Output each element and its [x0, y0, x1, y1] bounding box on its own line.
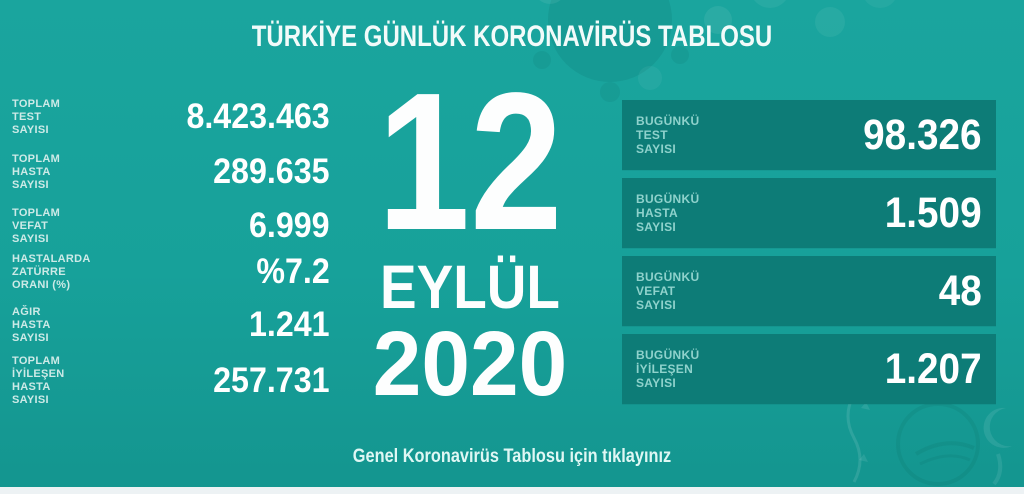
stat-value: 1.241	[249, 305, 330, 344]
page-title: TÜRKİYE GÜNLÜK KORONAVİRÜS TABLOSU	[251, 20, 773, 53]
stat-value: 289.635	[213, 152, 330, 191]
date-month: EYLÜL	[380, 253, 560, 321]
total-stat-row: TOPLAM HASTA SAYISI 289.635	[0, 148, 336, 196]
today-stat-card: BUGÜNKÜ HASTA SAYISI 1.509	[622, 178, 996, 248]
today-stat-card: BUGÜNKÜ TEST SAYISI 98.326	[622, 100, 996, 170]
date-day: 12	[377, 52, 563, 271]
stat-value: 48	[938, 266, 982, 315]
stat-value: 6.999	[249, 206, 330, 245]
stat-value: 8.423.463	[186, 97, 330, 136]
stat-label: BUGÜNKÜ VEFAT SAYISI	[636, 270, 700, 312]
total-stat-row: HASTALARDA ZATÜRRE ORANI (%) %7.2	[0, 248, 336, 296]
total-stat-row: TOPLAM İYİLEŞEN HASTA SAYISI 257.731	[0, 350, 336, 412]
stat-value: 257.731	[213, 361, 330, 400]
stat-label: TOPLAM TEST SAYISI	[12, 97, 61, 136]
today-stat-card: BUGÜNKÜ İYİLEŞEN SAYISI 1.207	[622, 334, 996, 404]
stat-value: 1.509	[885, 188, 982, 237]
stat-label: TOPLAM VEFAT SAYISI	[12, 206, 61, 245]
total-stat-row: TOPLAM TEST SAYISI 8.423.463	[0, 93, 336, 141]
bottom-divider	[0, 487, 1024, 494]
date-block: 12 EYLÜL 2020	[352, 52, 588, 415]
total-stat-row: AĞIR HASTA SAYISI 1.241	[0, 301, 336, 349]
stat-label: BUGÜNKÜ İYİLEŞEN SAYISI	[636, 348, 700, 390]
stat-label: BUGÜNKÜ HASTA SAYISI	[636, 192, 700, 234]
general-table-link[interactable]: Genel Koronavirüs Tablosu için tıklayını…	[352, 446, 672, 467]
stat-value: 98.326	[863, 110, 982, 159]
stat-value: %7.2	[256, 252, 330, 291]
stat-value: 1.207	[885, 344, 982, 393]
stat-label: AĞIR HASTA SAYISI	[12, 305, 51, 344]
stat-label: TOPLAM HASTA SAYISI	[12, 152, 61, 191]
stat-label: HASTALARDA ZATÜRRE ORANI (%)	[12, 252, 91, 291]
date-year: 2020	[372, 313, 568, 415]
stat-label: TOPLAM İYİLEŞEN HASTA SAYISI	[12, 355, 65, 406]
stat-label: BUGÜNKÜ TEST SAYISI	[636, 114, 700, 156]
total-stat-row: TOPLAM VEFAT SAYISI 6.999	[0, 202, 336, 250]
today-stat-card: BUGÜNKÜ VEFAT SAYISI 48	[622, 256, 996, 326]
